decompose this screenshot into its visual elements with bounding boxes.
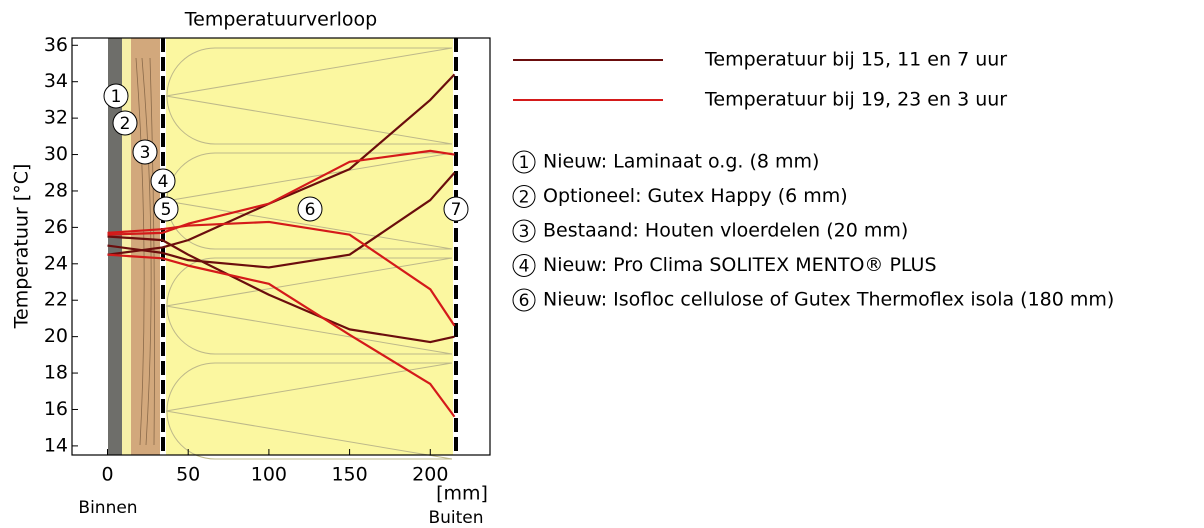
legend-label: Temperatuur bij 19, 23 en 3 uur bbox=[704, 89, 1007, 111]
marker-label: 2 bbox=[120, 114, 131, 134]
marker-label: 1 bbox=[111, 87, 122, 107]
temperature-line bbox=[107, 149, 455, 236]
layer-number-circle bbox=[512, 219, 536, 243]
marker-circle bbox=[132, 139, 158, 165]
layer-number-circle bbox=[512, 185, 536, 208]
temperature-line bbox=[107, 253, 456, 418]
layer-number-circle bbox=[512, 150, 536, 174]
layer-label: Optioneel: Gutex Happy (6 mm) bbox=[543, 185, 848, 207]
marker-circle bbox=[297, 196, 323, 222]
inside-label: Binnen bbox=[78, 498, 137, 518]
x-tick-label: 50 bbox=[176, 464, 200, 486]
layer-number: 1 bbox=[519, 153, 530, 173]
temperature-line bbox=[107, 220, 456, 327]
y-tick-label: 24 bbox=[44, 252, 68, 274]
marker-label: 5 bbox=[161, 200, 172, 220]
layer-number: 2 bbox=[519, 188, 530, 208]
outside-label: Buiten bbox=[428, 508, 483, 528]
y-tick-label: 18 bbox=[44, 362, 68, 384]
x-tick-label: 200 bbox=[412, 464, 448, 486]
marker-label: 6 bbox=[305, 200, 316, 220]
y-tick-label: 22 bbox=[44, 289, 68, 311]
y-tick-label: 16 bbox=[44, 398, 68, 420]
layer-label: Nieuw: Pro Clima SOLITEX MENTO® PLUS bbox=[543, 254, 937, 276]
plot-frame bbox=[71, 37, 491, 456]
layer-label: Nieuw: Isofloc cellulose of Gutex Thermo… bbox=[543, 289, 1114, 311]
insulation-loop bbox=[165, 362, 453, 460]
temperature-line bbox=[107, 172, 456, 269]
layer-label: Bestaand: Houten vloerdelen (20 mm) bbox=[543, 220, 908, 242]
layer-band bbox=[453, 38, 458, 455]
temperature-line bbox=[107, 235, 455, 344]
y-tick-label: 20 bbox=[44, 325, 68, 347]
layer-number-circle bbox=[512, 288, 536, 312]
marker-circle bbox=[153, 196, 179, 222]
y-tick-label: 14 bbox=[44, 434, 68, 456]
marker-label: 7 bbox=[451, 200, 462, 220]
marker-circle bbox=[150, 168, 176, 194]
marker-circle bbox=[103, 83, 129, 109]
layer-band bbox=[122, 38, 131, 455]
marker-circle bbox=[443, 196, 469, 222]
x-tick-label: 100 bbox=[251, 464, 287, 486]
y-tick-label: 36 bbox=[44, 34, 68, 56]
marker-circle bbox=[112, 110, 138, 136]
x-tick-label: 0 bbox=[101, 464, 113, 486]
x-axis-label: [mm] bbox=[436, 483, 488, 505]
layer-number-circle bbox=[512, 254, 536, 277]
y-tick-label: 30 bbox=[44, 143, 68, 165]
marker-label: 4 bbox=[158, 172, 169, 192]
layer-band bbox=[166, 38, 453, 455]
marker-label: 3 bbox=[140, 143, 151, 163]
y-axis-label: Temperatuur [°C] bbox=[11, 164, 33, 330]
y-tick-label: 32 bbox=[44, 107, 68, 129]
layer-label: Nieuw: Laminaat o.g. (8 mm) bbox=[543, 151, 819, 173]
y-tick-label: 34 bbox=[44, 70, 68, 92]
y-tick-label: 28 bbox=[44, 179, 68, 201]
y-tick-label: 26 bbox=[44, 216, 68, 238]
x-tick-label: 150 bbox=[331, 464, 367, 486]
insulation-loop bbox=[165, 47, 453, 145]
layer-number: 3 bbox=[519, 222, 530, 242]
layer-number: 4 bbox=[519, 257, 530, 277]
layer-number: 6 bbox=[519, 291, 530, 311]
chart-title: Temperatuurverloop bbox=[184, 9, 377, 31]
legend-label: Temperatuur bij 15, 11 en 7 uur bbox=[704, 49, 1007, 71]
